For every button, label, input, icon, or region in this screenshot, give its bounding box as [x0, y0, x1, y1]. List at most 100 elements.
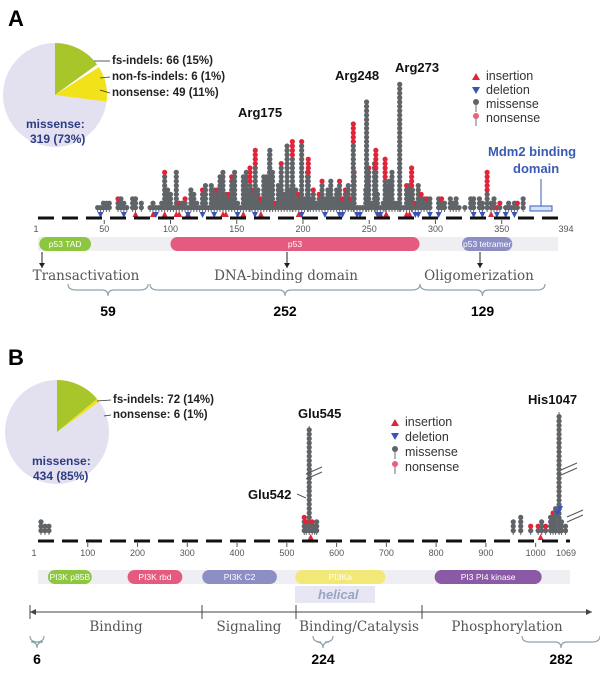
- lollipop-marker: [510, 523, 516, 529]
- lollipop-marker: [243, 183, 249, 189]
- function-arrow-right: [586, 609, 592, 615]
- lollipop-marker: [306, 440, 312, 446]
- lollipop-marker: [382, 156, 388, 162]
- panel-a: A missense: 319 (73%) fs-indels: 66 (15%…: [3, 6, 576, 319]
- lollipop-marker: [556, 431, 562, 437]
- legend-b-insertion-marker: [391, 419, 399, 426]
- hotspot-his1047: His1047: [528, 392, 577, 407]
- lollipop-marker: [299, 156, 305, 162]
- axis-tick-label: 500: [279, 548, 294, 558]
- deletion-marker: [321, 212, 328, 218]
- bracket-value: 224: [311, 651, 335, 667]
- lollipop-marker: [363, 152, 370, 158]
- lollipop-marker: [252, 178, 258, 184]
- legend-b: insertion deletion missense nonsense: [391, 415, 459, 474]
- lollipop-marker: [397, 200, 403, 206]
- lollipop-marker: [252, 191, 258, 197]
- lollipop-marker: [484, 205, 490, 211]
- lollipop-marker: [303, 519, 309, 525]
- domain-pi3-pi4-kinase: [434, 570, 542, 584]
- lollipop-marker: [350, 143, 356, 149]
- lollipop-marker: [543, 528, 549, 534]
- lollipop-marker: [409, 187, 415, 193]
- pie-b-nonsense-slice: [57, 398, 100, 432]
- lollipop-marker: [243, 187, 249, 193]
- lollipop-marker: [373, 187, 379, 193]
- pie-a-leader-3: [99, 89, 111, 94]
- lollipop-marker: [232, 169, 238, 175]
- lollipop-marker: [363, 165, 370, 171]
- axis-tick-label: 200: [130, 548, 145, 558]
- lollipop-marker: [397, 147, 403, 153]
- lollipop-marker: [363, 147, 370, 153]
- lollipop-marker: [252, 187, 258, 193]
- lollipop-marker: [336, 187, 343, 193]
- lollipop-marker: [305, 178, 311, 184]
- deletion-marker: [493, 212, 500, 218]
- lollipop-marker: [167, 196, 174, 202]
- lollipop-marker: [124, 205, 130, 211]
- axis-tick-label: 50: [99, 224, 109, 234]
- legend-a-missense-label: missense: [486, 97, 539, 111]
- lollipop-marker: [363, 117, 370, 123]
- bracket: [149, 283, 421, 297]
- lollipop-marker: [310, 196, 316, 202]
- lollipop-marker: [562, 523, 569, 529]
- axis-tick-label: 400: [230, 548, 245, 558]
- lollipop-marker: [397, 99, 403, 105]
- lollipop-marker: [191, 196, 197, 202]
- legend-b-deletion-label: deletion: [405, 430, 449, 444]
- lollipop-marker: [278, 169, 284, 175]
- axis-tick-label: 900: [478, 548, 493, 558]
- lollipop-marker: [232, 178, 238, 184]
- lollipop-marker: [363, 161, 370, 167]
- lollipop-marker: [397, 161, 403, 167]
- lollipop-marker: [132, 200, 139, 206]
- lollipop-marker: [484, 178, 490, 184]
- domains-a: p53 TAD p53 p53 tetramer: [39, 237, 513, 251]
- hotspot-glu542: Glu542: [248, 487, 291, 502]
- lollipop-marker: [556, 488, 562, 494]
- lollipop-marker: [162, 178, 168, 184]
- lollipop-marker: [373, 183, 379, 189]
- domain-arrow-head: [477, 263, 483, 268]
- lollipop-marker: [252, 147, 258, 153]
- pie-a-missense-label: missense:: [26, 117, 85, 131]
- lollipop-marker: [373, 178, 379, 184]
- lollipop-marker: [284, 165, 290, 171]
- insertion-marker: [149, 211, 156, 217]
- deletion-marker: [211, 212, 218, 218]
- function-label: Binding/Catalysis: [299, 619, 419, 635]
- lollipop-marker: [267, 152, 273, 158]
- lollipop-marker: [162, 174, 168, 180]
- lollipop-marker: [363, 134, 370, 140]
- deletion-marker: [415, 212, 422, 218]
- lollipop-marker: [173, 196, 179, 202]
- lollipop-marker: [46, 523, 52, 529]
- lollipop-marker: [162, 183, 168, 189]
- lollipop-marker: [194, 200, 200, 206]
- lollipop-marker: [543, 523, 549, 529]
- lollipop-marker: [397, 156, 403, 162]
- pie-b-missense-count: 434 (85%): [33, 469, 88, 483]
- lollipop-marker: [363, 130, 370, 136]
- lollipop-marker: [306, 458, 312, 464]
- lollipop-marker: [247, 183, 253, 189]
- lollipop-marker: [267, 187, 273, 193]
- deletion-marker: [234, 212, 241, 218]
- bracket: [29, 635, 45, 649]
- lollipop-marker: [106, 200, 112, 206]
- lollipop-marker: [289, 196, 295, 202]
- lollipop-marker: [363, 200, 370, 206]
- axis-tick-label: 100: [163, 224, 178, 234]
- domain-p53-tetramer: [461, 237, 513, 251]
- lollipop-marker: [556, 524, 562, 530]
- lollipop-marker: [363, 191, 370, 197]
- lollipop-marker: [373, 196, 379, 202]
- legend-a: insertion deletion missense nonsense: [472, 69, 540, 126]
- lollipop-marker: [462, 205, 468, 211]
- lollipop-marker: [289, 165, 295, 171]
- lollipop-marker: [306, 497, 312, 503]
- lollipop-marker: [289, 178, 295, 184]
- lollipop-marker: [382, 174, 388, 180]
